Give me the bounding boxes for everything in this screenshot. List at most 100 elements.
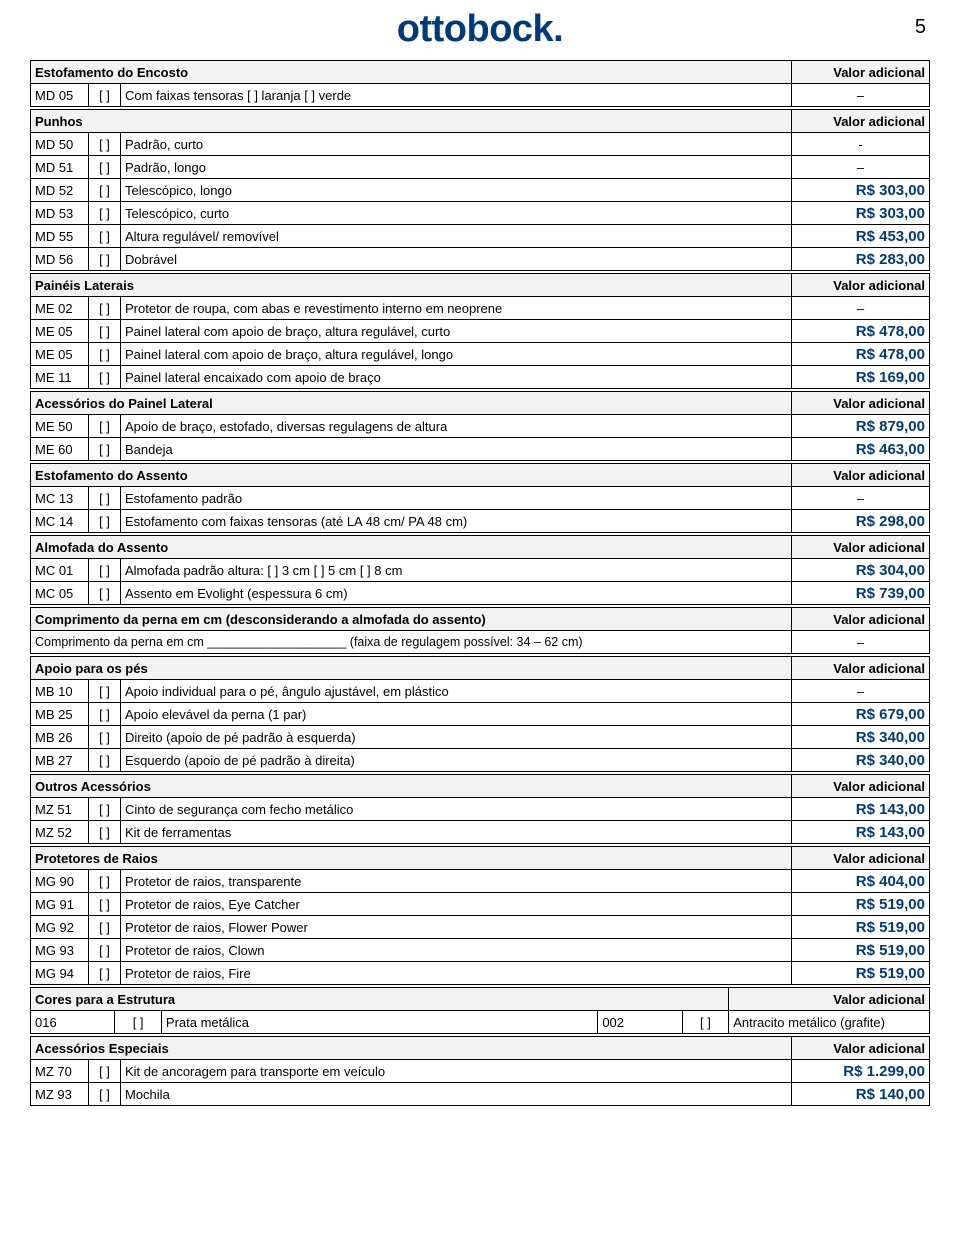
row-desc: Painel lateral encaixado com apoio de br…	[121, 366, 792, 389]
row-value: R$ 519,00	[792, 916, 930, 939]
checkbox[interactable]: [ ]	[89, 415, 121, 438]
row-desc: Painel lateral com apoio de braço, altur…	[121, 343, 792, 366]
checkbox[interactable]: [ ]	[89, 916, 121, 939]
section-header: Acessórios Especiais Valor adicional	[31, 1037, 930, 1060]
header: ottobock. 5	[30, 8, 930, 60]
row-desc: Apoio elevável da perna (1 par)	[121, 703, 792, 726]
row-value: R$ 283,00	[792, 248, 930, 271]
row-desc: Altura regulável/ removível	[121, 225, 792, 248]
checkbox[interactable]: [ ]	[89, 703, 121, 726]
section-header: Estofamento do Assento Valor adicional	[31, 464, 930, 487]
row-code: MC 13	[31, 487, 89, 510]
page-container: ottobock. 5 Estofamento do Encosto Valor…	[0, 0, 960, 1128]
checkbox[interactable]: [ ]	[89, 343, 121, 366]
table-row: MD 05 [ ] Com faixas tensoras [ ] laranj…	[31, 84, 930, 107]
row-value: –	[792, 156, 930, 179]
row-value: –	[792, 487, 930, 510]
table-row: 016 [ ] Prata metálica 002 [ ] Antracito…	[31, 1011, 930, 1034]
checkbox[interactable]: [ ]	[89, 559, 121, 582]
section-paineis-laterais: Painéis Laterais Valor adicional ME 02[ …	[30, 273, 930, 389]
section-title: Outros Acessórios	[31, 775, 792, 798]
row-desc: Dobrável	[121, 248, 792, 271]
row-desc: Assento em Evolight (espessura 6 cm)	[121, 582, 792, 605]
section-valor-label: Valor adicional	[792, 608, 930, 631]
checkbox[interactable]: [ ]	[89, 939, 121, 962]
section-valor-label: Valor adicional	[792, 110, 930, 133]
row-desc: Mochila	[121, 1083, 792, 1106]
table-row: MC 01[ ]Almofada padrão altura: [ ] 3 cm…	[31, 559, 930, 582]
checkbox[interactable]: [ ]	[89, 510, 121, 533]
row-value: R$ 303,00	[792, 179, 930, 202]
checkbox[interactable]: [ ]	[89, 1083, 121, 1106]
row-desc: Padrão, curto	[121, 133, 792, 156]
row-desc: Painel lateral com apoio de braço, altur…	[121, 320, 792, 343]
section-valor-label: Valor adicional	[792, 536, 930, 559]
section-title: Punhos	[31, 110, 792, 133]
checkbox[interactable]: [ ]	[89, 1060, 121, 1083]
row-code: 002	[598, 1011, 682, 1034]
row-code: MB 26	[31, 726, 89, 749]
row-desc: Prata metálica	[161, 1011, 597, 1034]
row-desc: Kit de ferramentas	[121, 821, 792, 844]
section-valor-label: Valor adicional	[729, 988, 930, 1011]
row-code: MD 56	[31, 248, 89, 271]
checkbox[interactable]: [ ]	[89, 870, 121, 893]
checkbox[interactable]: [ ]	[89, 248, 121, 271]
checkbox[interactable]: [ ]	[89, 156, 121, 179]
row-code: ME 50	[31, 415, 89, 438]
checkbox[interactable]: [ ]	[89, 179, 121, 202]
row-code: MZ 52	[31, 821, 89, 844]
checkbox[interactable]: [ ]	[89, 962, 121, 985]
row-code: 016	[31, 1011, 115, 1034]
checkbox[interactable]: [ ]	[89, 320, 121, 343]
section-title: Estofamento do Assento	[31, 464, 792, 487]
row-code: MC 01	[31, 559, 89, 582]
checkbox[interactable]: [ ]	[89, 798, 121, 821]
row-value: R$ 519,00	[792, 893, 930, 916]
checkbox[interactable]: [ ]	[89, 84, 121, 107]
checkbox[interactable]: [ ]	[89, 821, 121, 844]
section-header: Outros Acessórios Valor adicional	[31, 775, 930, 798]
table-row: MZ 93[ ]MochilaR$ 140,00	[31, 1083, 930, 1106]
row-desc: Antracito metálico (grafite)	[729, 1011, 930, 1034]
checkbox[interactable]: [ ]	[89, 749, 121, 772]
checkbox[interactable]: [ ]	[89, 438, 121, 461]
row-code: MG 93	[31, 939, 89, 962]
table-row: ME 02[ ]Protetor de roupa, com abas e re…	[31, 297, 930, 320]
checkbox[interactable]: [ ]	[89, 225, 121, 248]
table-row: MB 27[ ]Esquerdo (apoio de pé padrão à d…	[31, 749, 930, 772]
checkbox[interactable]: [ ]	[89, 582, 121, 605]
row-desc: Protetor de raios, Fire	[121, 962, 792, 985]
section-header: Comprimento da perna em cm (desconsidera…	[31, 608, 930, 631]
row-code: MC 05	[31, 582, 89, 605]
checkbox[interactable]: [ ]	[89, 297, 121, 320]
row-code: MB 10	[31, 680, 89, 703]
table-row: MD 51[ ]Padrão, longo–	[31, 156, 930, 179]
table-row: MZ 51[ ]Cinto de segurança com fecho met…	[31, 798, 930, 821]
row-value: -	[792, 133, 930, 156]
section-valor-label: Valor adicional	[792, 847, 930, 870]
row-code: ME 60	[31, 438, 89, 461]
checkbox[interactable]: [ ]	[89, 680, 121, 703]
checkbox[interactable]: [ ]	[89, 487, 121, 510]
row-code: MC 14	[31, 510, 89, 533]
checkbox[interactable]: [ ]	[89, 893, 121, 916]
checkbox[interactable]: [ ]	[89, 133, 121, 156]
section-estofamento-assento: Estofamento do Assento Valor adicional M…	[30, 463, 930, 533]
section-header: Acessórios do Painel Lateral Valor adici…	[31, 392, 930, 415]
row-code: MZ 51	[31, 798, 89, 821]
checkbox[interactable]: [ ]	[89, 202, 121, 225]
row-desc: Com faixas tensoras [ ] laranja [ ] verd…	[121, 84, 792, 107]
checkbox[interactable]: [ ]	[682, 1011, 729, 1034]
table-row: ME 05[ ]Painel lateral com apoio de braç…	[31, 320, 930, 343]
row-desc: Direito (apoio de pé padrão à esquerda)	[121, 726, 792, 749]
section-valor-label: Valor adicional	[792, 775, 930, 798]
row-desc: Padrão, longo	[121, 156, 792, 179]
table-row: MB 10[ ]Apoio individual para o pé, ângu…	[31, 680, 930, 703]
checkbox[interactable]: [ ]	[89, 726, 121, 749]
section-punhos: Punhos Valor adicional MD 50[ ]Padrão, c…	[30, 109, 930, 271]
row-value: R$ 478,00	[792, 320, 930, 343]
checkbox[interactable]: [ ]	[115, 1011, 162, 1034]
checkbox[interactable]: [ ]	[89, 366, 121, 389]
row-desc: Comprimento da perna em cm _____________…	[31, 631, 792, 654]
